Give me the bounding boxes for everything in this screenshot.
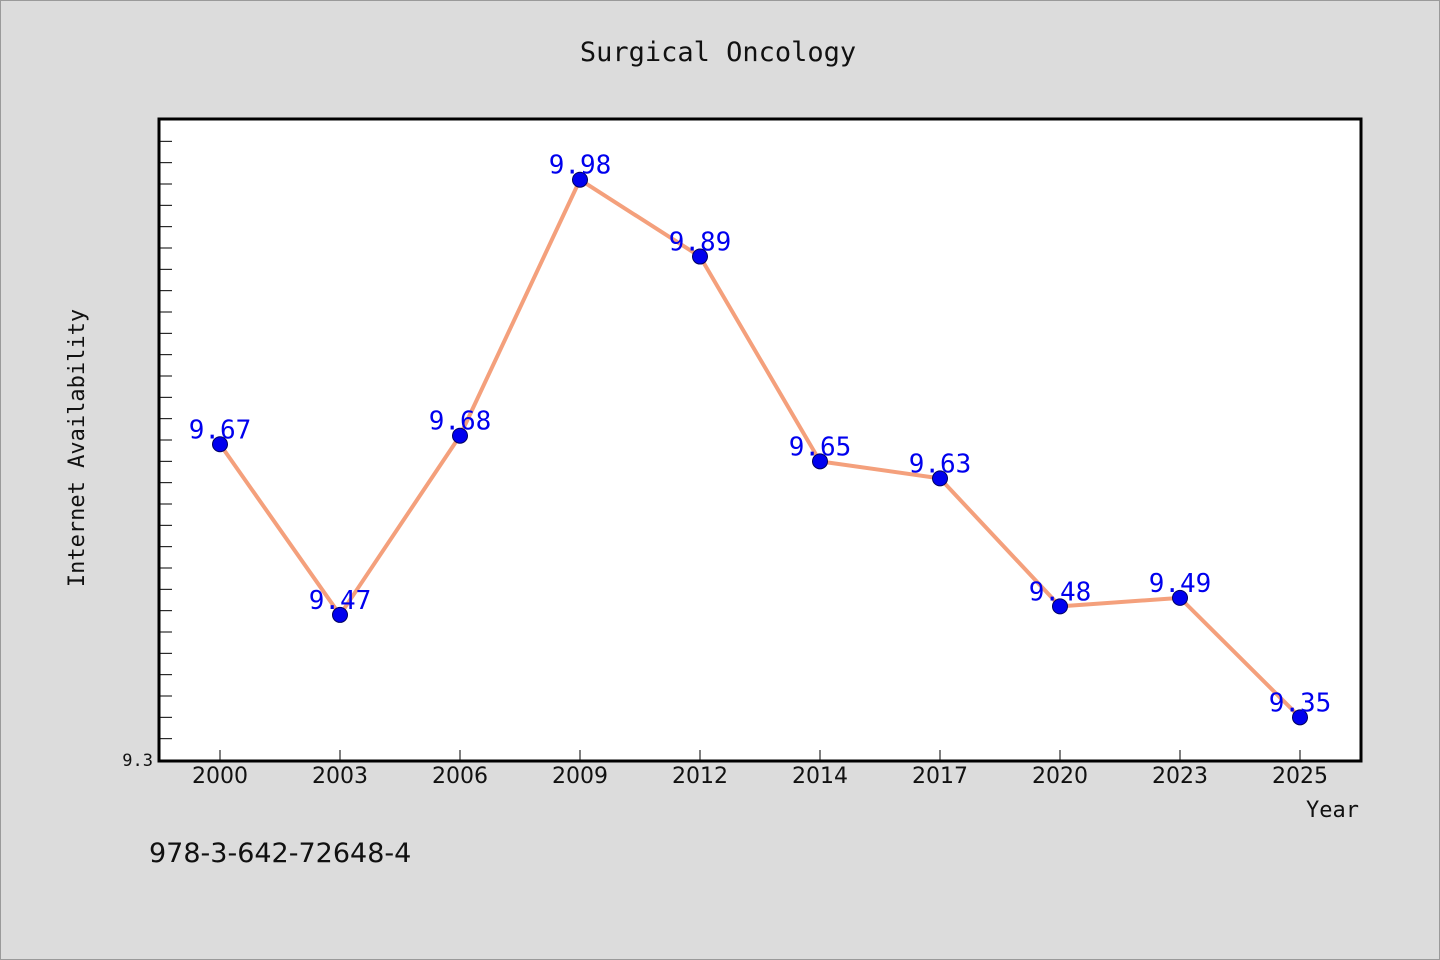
plot-area	[157, 117, 1363, 763]
footnote-isbn: 978-3-642-72648-4	[149, 838, 411, 869]
data-markers	[212, 171, 1308, 726]
data-label: 9.63	[909, 449, 972, 479]
data-label: 9.68	[429, 407, 492, 437]
data-label: 9.89	[669, 228, 732, 258]
data-label: 9.47	[309, 586, 372, 616]
data-point	[932, 470, 948, 487]
x-axis-ticks	[219, 750, 1301, 760]
data-point	[572, 171, 588, 188]
y-tick-label: 9.3	[122, 751, 153, 771]
data-point	[812, 453, 828, 470]
series-line	[218, 177, 1302, 720]
data-label: 9.49	[1149, 569, 1212, 599]
x-tick-label: 2025	[1272, 764, 1328, 789]
data-point	[1052, 598, 1068, 615]
data-point	[452, 427, 468, 444]
data-point	[332, 606, 348, 623]
data-point	[1292, 709, 1308, 726]
y-axis-ticks	[160, 119, 172, 761]
data-labels: 9.67 9.47 9.68 9.98 9.89 9.65 9.63 9.48 9.49 9.35	[189, 151, 1332, 719]
data-label: 9.98	[549, 151, 612, 181]
y-axis-label: Internet Availability	[65, 309, 90, 587]
x-tick-label: 2006	[432, 764, 488, 789]
x-tick-label: 2012	[672, 764, 728, 789]
data-point	[692, 248, 708, 265]
data-label: 9.48	[1029, 577, 1092, 607]
data-label: 9.35	[1269, 688, 1332, 718]
data-point	[1172, 589, 1188, 606]
chart-title: Surgical Oncology	[580, 37, 856, 68]
x-tick-label: 2000	[192, 764, 248, 789]
x-tick-label: 2023	[1152, 764, 1208, 789]
data-point	[212, 436, 228, 453]
x-tick-label: 2009	[552, 764, 608, 789]
data-label: 9.67	[189, 415, 252, 445]
x-tick-label: 2014	[792, 764, 848, 789]
x-tick-label: 2017	[912, 764, 968, 789]
x-axis-tick-labels: 2000 2003 2006 2009 2012 2014 2017 2020 2023 2025	[192, 764, 1328, 789]
data-label: 9.65	[789, 432, 852, 462]
x-tick-label: 2020	[1032, 764, 1088, 789]
x-tick-label: 2003	[312, 764, 368, 789]
x-axis-label: Year	[1306, 798, 1359, 823]
